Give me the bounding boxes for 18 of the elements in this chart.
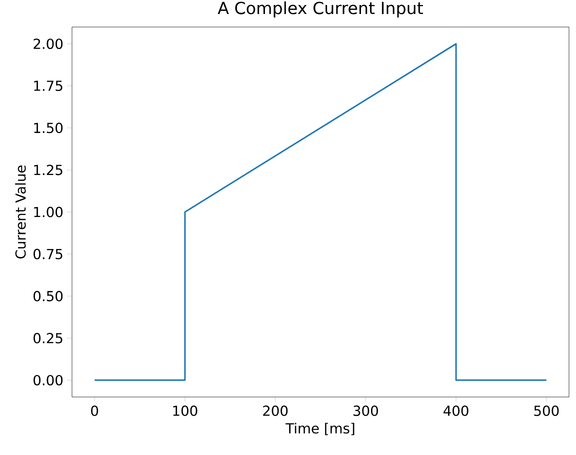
y-tick-label: 0.50 <box>34 290 63 302</box>
y-tick-label: 1.50 <box>34 122 63 134</box>
y-tick-label: 1.00 <box>34 206 63 218</box>
x-tick-label: 200 <box>263 406 288 416</box>
x-tick-label: 400 <box>444 406 468 416</box>
y-tick-label: 2.00 <box>34 38 63 50</box>
x-tick-label: 300 <box>354 406 378 416</box>
y-tick-label: 0.75 <box>34 248 62 260</box>
y-tick-label: 0.25 <box>34 332 62 344</box>
x-tick-label: 500 <box>534 406 559 416</box>
y-axis-title: Current Value <box>15 166 26 258</box>
y-tick-label: 0.00 <box>34 374 63 386</box>
x-tick-label: 0 <box>91 406 98 416</box>
x-tick-label: 100 <box>173 406 198 416</box>
y-tick-label: 1.25 <box>34 164 62 176</box>
chart-title: A Complex Current Input <box>218 1 423 18</box>
x-axis-title: Time [ms] <box>286 422 354 436</box>
y-tick-label: 1.75 <box>34 80 62 92</box>
